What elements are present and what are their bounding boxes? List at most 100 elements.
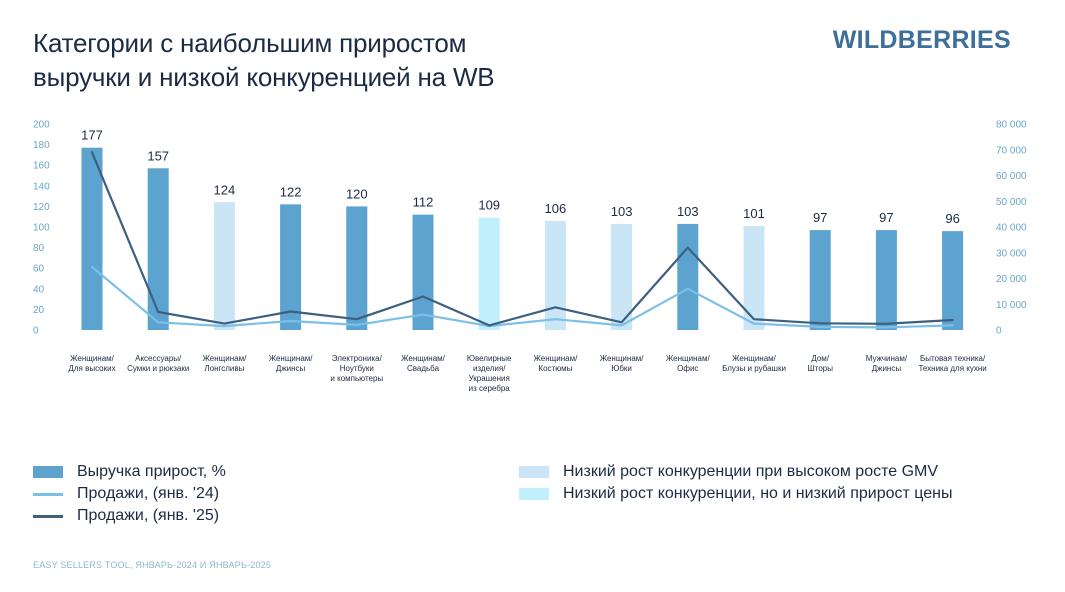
y-left-tick-label: 0 <box>33 326 39 337</box>
legend-item-low-price: Низкий рост конкуренции, но и низкий при… <box>519 483 952 505</box>
bar-value-label: 96 <box>945 211 959 226</box>
bar <box>743 225 765 330</box>
legend-label-sales-25: Продажи, (янв. '25) <box>77 507 220 524</box>
y-right-tick-label: 0 <box>996 326 1002 337</box>
bar <box>346 206 368 330</box>
x-category-label-line: Электроника/ <box>332 354 383 363</box>
x-category-label-line: Лонгсливы <box>204 364 244 373</box>
x-category-label-line: Юбки <box>611 364 632 373</box>
x-category-label: Аксессуары/Сумки и рюкзаки <box>127 354 189 373</box>
y-left-tick-label: 140 <box>33 181 50 192</box>
legend-right: Низкий рост конкуренции при высоком рост… <box>519 461 952 505</box>
y-left-tick-label: 200 <box>33 120 50 131</box>
x-category-label-line: изделия/ <box>473 364 506 373</box>
bar-value-label: 97 <box>813 210 827 225</box>
x-category-label-line: Женщинам/ <box>666 354 711 363</box>
y-left-tick-label: 80 <box>33 243 45 254</box>
x-category-label-line: Шторы <box>807 364 833 373</box>
x-category-label-line: Свадьба <box>407 364 440 373</box>
x-category-label-line: Женщинам/ <box>203 354 248 363</box>
bar <box>412 214 434 330</box>
legend-item-bars: Выручка прирост, % <box>33 461 226 483</box>
bar <box>81 147 103 330</box>
x-category-label-line: Джинсы <box>276 364 306 373</box>
page-title: Категории с наибольшим приростом выручки… <box>33 26 673 94</box>
x-category-label-line: Техника для кухни <box>918 364 986 373</box>
x-category-label-line: Сумки и рюкзаки <box>127 364 189 373</box>
x-category-label-line: Офис <box>677 364 698 373</box>
y-right-tick-label: 20 000 <box>996 274 1027 285</box>
title-line-1: Категории с наибольшим приростом <box>33 28 467 58</box>
legend-item-sales-25: Продажи, (янв. '25) <box>33 505 226 527</box>
x-category-label-line: Мужчинам/ <box>866 354 908 363</box>
bar-value-label: 122 <box>280 184 302 199</box>
x-category-label-line: и компьютеры <box>330 374 383 383</box>
x-category-label: Ювелирные изделия/Украшения из серебра <box>467 354 512 393</box>
bar-value-label: 120 <box>346 186 368 201</box>
bar-value-label: 101 <box>743 206 765 221</box>
sales-jan-24-line <box>90 265 954 329</box>
x-category-label-line: Аксессуары/ <box>135 354 182 363</box>
legend-label-bars: Выручка прирост, % <box>77 463 226 480</box>
bar-value-label: 157 <box>147 148 169 163</box>
bar <box>478 217 500 330</box>
legend-item-sales-24: Продажи, (янв. '24) <box>33 483 226 505</box>
source-note: EASY SELLERS TOOL, ЯНВАРЬ-2024 И ЯНВАРЬ-… <box>33 560 272 570</box>
y-left-tick-label: 180 <box>33 140 50 151</box>
bar <box>942 231 964 330</box>
x-category-label: Женщинам/Свадьба <box>401 354 446 373</box>
x-category-label-line: Женщинам/ <box>600 354 645 363</box>
x-category-label-line: Дом/ <box>811 354 829 363</box>
bar-value-label: 109 <box>478 198 500 213</box>
x-category-label-line: Джинсы <box>872 364 902 373</box>
legend-item-high-gmv: Низкий рост конкуренции при высоком рост… <box>519 461 952 483</box>
bar <box>677 223 699 330</box>
bar <box>875 230 897 330</box>
title-line-2: выручки и низкой конкуренцией на WB <box>33 62 495 92</box>
legend-swatch-high-gmv <box>519 466 549 478</box>
y-left-tick-label: 20 <box>33 305 45 316</box>
x-category-label-line: Для высоких <box>68 364 115 373</box>
bar-value-label: 177 <box>81 128 103 143</box>
y-right-tick-label: 10 000 <box>996 300 1027 311</box>
bar-value-label: 124 <box>214 182 236 197</box>
brand-logo: WILDBERRIES <box>832 26 1011 54</box>
x-category-label-line: Блузы и рубашки <box>722 364 786 373</box>
y-right-tick-label: 80 000 <box>996 120 1027 131</box>
legend-line-sales-25 <box>33 514 63 518</box>
bar <box>544 220 566 330</box>
bar <box>147 168 169 330</box>
x-category-label-line: Женщинам/ <box>534 354 579 363</box>
x-category-label-line: Украшения <box>469 374 510 383</box>
y-right-tick-label: 30 000 <box>996 248 1027 259</box>
x-category-label-line: Женщинам/ <box>732 354 777 363</box>
bar <box>611 223 633 330</box>
x-category-label: Женщинам/Блузы и рубашки <box>722 354 786 373</box>
x-category-label-line: Ноутбуки <box>340 364 374 373</box>
legend-swatch-low-price <box>519 488 549 500</box>
y-left-tick-label: 100 <box>33 223 50 234</box>
bar-value-label: 112 <box>413 195 434 210</box>
y-right-tick-label: 50 000 <box>996 197 1027 208</box>
x-category-label: Женщинам/Костюмы <box>534 354 579 373</box>
x-category-label: Электроника/Ноутбуки и компьютеры <box>330 354 383 383</box>
x-category-label-line: Костюмы <box>538 364 572 373</box>
x-category-label-line: из серебра <box>469 384 511 393</box>
legend-line-sales-24 <box>33 492 63 496</box>
x-category-label-line: Женщинам/ <box>269 354 314 363</box>
bar-value-label: 103 <box>677 204 699 219</box>
y-right-tick-label: 60 000 <box>996 171 1027 182</box>
x-category-label: Женщинам/Лонгсливы <box>203 354 248 373</box>
x-category-label: Женщинам/Юбки <box>600 354 645 373</box>
y-left-tick-label: 60 <box>33 264 45 275</box>
y-left-tick-label: 120 <box>33 202 50 213</box>
x-category-label-line: Женщинам/ <box>70 354 115 363</box>
x-category-label-line: Женщинам/ <box>401 354 446 363</box>
sales-jan-25-line <box>90 151 954 327</box>
bar-value-label: 97 <box>879 210 893 225</box>
y-left-tick-label: 160 <box>33 161 50 172</box>
legend-label-low-price: Низкий рост конкуренции, но и низкий при… <box>563 485 953 502</box>
bar <box>809 230 831 330</box>
y-right-tick-label: 70 000 <box>996 145 1027 156</box>
